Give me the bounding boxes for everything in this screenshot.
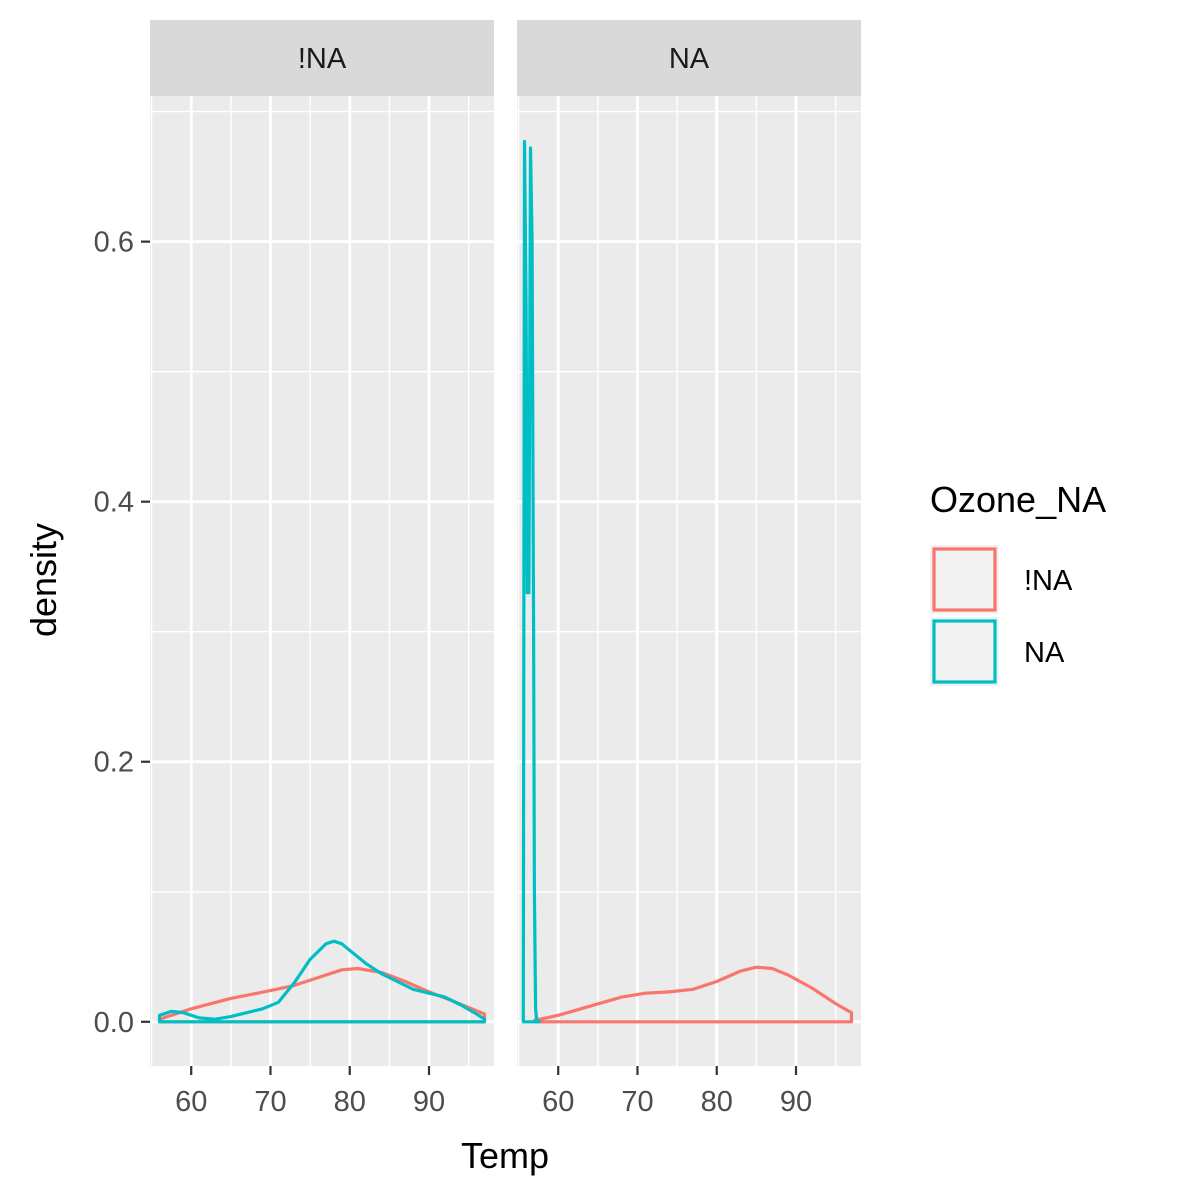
y-tick-label: 0.6 (94, 227, 134, 259)
x-axes: 60 70 80 90 60 70 80 90 (175, 1066, 812, 1118)
facet-panel-1: !NA (150, 20, 494, 1066)
y-tick-label: 0.2 (94, 747, 134, 779)
legend-key-background (930, 617, 999, 686)
facet-panels: !NA NA (150, 20, 861, 1066)
x-tick-label: 70 (621, 1086, 653, 1118)
y-axis-title: density (23, 523, 64, 637)
density-line-not-na (157, 966, 487, 1024)
x-tick-label: 80 (701, 1086, 733, 1118)
facet-panel-2: NA (517, 20, 861, 1066)
legend-key (932, 619, 997, 684)
x-tick-label: 80 (334, 1086, 366, 1118)
legend-key (932, 547, 997, 612)
y-tick-label: 0.0 (94, 1007, 134, 1039)
legend-label: NA (1024, 637, 1065, 669)
x-axis-panel-1: 60 70 80 90 (175, 1066, 445, 1118)
density-line-not-na (532, 965, 854, 1024)
panel-background (150, 96, 494, 1066)
legend-key-background (930, 545, 999, 614)
facet-strip (150, 20, 494, 96)
legend-label: !NA (1024, 565, 1073, 597)
facet-strip-label: NA (669, 43, 710, 75)
facet-strip-label: !NA (298, 43, 347, 75)
legend-title: Ozone_NA (930, 479, 1106, 520)
legend: Ozone_NA !NA NA (930, 479, 1106, 686)
facet-strip (517, 20, 861, 96)
y-axis: 0.0 0.2 0.4 0.6 (94, 227, 150, 1039)
x-tick-label: 60 (175, 1086, 207, 1118)
x-axis-title: Temp (461, 1135, 549, 1176)
x-tick-label: 90 (780, 1086, 812, 1118)
y-tick-label: 0.4 (94, 487, 134, 519)
panel-background (517, 96, 861, 1066)
density-line-na (157, 939, 487, 1024)
density-line-na (521, 139, 541, 1024)
x-tick-label: 60 (542, 1086, 574, 1118)
x-tick-label: 70 (254, 1086, 286, 1118)
x-axis-panel-2: 60 70 80 90 (542, 1066, 812, 1118)
x-tick-label: 90 (413, 1086, 445, 1118)
